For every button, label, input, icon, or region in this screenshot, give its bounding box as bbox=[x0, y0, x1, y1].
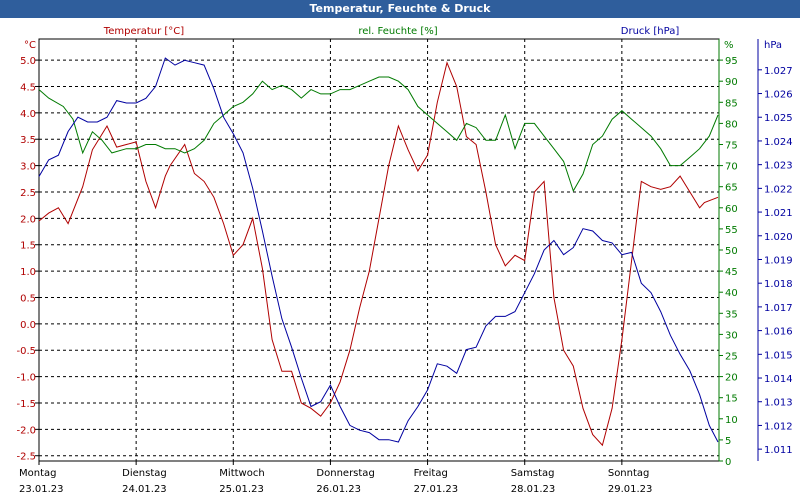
pressure-tick-label: 1.021 bbox=[764, 208, 793, 219]
pressure-tick-label: 1.020 bbox=[764, 232, 793, 243]
humidity-series-label: rel. Feuchte [%] bbox=[358, 26, 437, 37]
temperature-tick-label: 5.0 bbox=[20, 56, 36, 67]
humidity-tick-label: 90 bbox=[725, 77, 738, 88]
temperature-tick-label: 2.5 bbox=[20, 188, 36, 199]
pressure-unit-label: hPa bbox=[764, 40, 782, 51]
humidity-tick-label: 10 bbox=[725, 415, 738, 426]
temperature-tick-label: -2.5 bbox=[16, 452, 36, 463]
pressure-tick-label: 1.023 bbox=[764, 161, 793, 172]
day-label: Dienstag bbox=[122, 468, 167, 479]
temperature-tick-label: -1.0 bbox=[16, 373, 36, 384]
temperature-tick-label: 0.0 bbox=[20, 320, 36, 331]
day-label: Freitag bbox=[414, 468, 448, 479]
humidity-tick-label: 40 bbox=[725, 288, 738, 299]
date-label: 26.01.23 bbox=[316, 484, 361, 495]
date-label: 24.01.23 bbox=[122, 484, 167, 495]
pressure-tick-label: 1.019 bbox=[764, 255, 793, 266]
temperature-tick-label: 0.5 bbox=[20, 293, 36, 304]
pressure-series-line bbox=[38, 57, 719, 443]
day-label: Montag bbox=[19, 468, 56, 479]
pressure-tick-label: 1.016 bbox=[764, 327, 793, 338]
day-label: Mittwoch bbox=[219, 468, 264, 479]
temperature-tick-label: -0.5 bbox=[16, 346, 36, 357]
humidity-tick-label: 85 bbox=[725, 98, 738, 109]
temperature-tick-label: -2.0 bbox=[16, 425, 36, 436]
plot-area bbox=[38, 38, 720, 462]
humidity-tick-label: 55 bbox=[725, 225, 738, 236]
temperature-tick-label: 3.0 bbox=[20, 162, 36, 173]
axis-titles: °C Temperatur [°C] rel. Feuchte [%] % Dr… bbox=[24, 26, 782, 51]
temperature-series-line bbox=[38, 61, 719, 447]
temperature-tick-label: 4.5 bbox=[20, 82, 36, 93]
humidity-tick-label: 20 bbox=[725, 373, 738, 384]
humidity-tick-label: 75 bbox=[725, 141, 738, 152]
humidity-tick-label: 70 bbox=[725, 162, 738, 173]
temperature-tick-label: 4.0 bbox=[20, 109, 36, 120]
grid-lines bbox=[39, 39, 719, 461]
date-label: 28.01.23 bbox=[511, 484, 556, 495]
humidity-tick-label: 5 bbox=[725, 436, 731, 447]
chart-canvas: 5.0 4.5 4.0 3.5 3.0 2.5 2.0 1.5 1.0 0.5 0.0 -0.5 -1.… bbox=[16, 26, 793, 495]
humidity-unit-label: % bbox=[724, 40, 734, 51]
humidity-tick-label: 80 bbox=[725, 119, 738, 130]
pressure-tick-label: 1.013 bbox=[764, 398, 793, 409]
humidity-tick-label: 65 bbox=[725, 183, 738, 194]
humidity-tick-label: 95 bbox=[725, 56, 738, 67]
humidity-tick-label: 35 bbox=[725, 309, 738, 320]
humidity-tick-label: 15 bbox=[725, 394, 738, 405]
pressure-tick-label: 1.022 bbox=[764, 184, 793, 195]
pressure-tick-label: 1.024 bbox=[764, 137, 793, 148]
date-label: 25.01.23 bbox=[219, 484, 264, 495]
humidity-tick-label: 45 bbox=[725, 267, 738, 278]
pressure-axis: 1.027 1.026 1.025 1.024 1.023 1.022 1.021 1.020… bbox=[757, 39, 793, 461]
plot-border bbox=[38, 38, 720, 462]
humidity-tick-label: 0 bbox=[725, 457, 731, 468]
temperature-tick-label: -1.5 bbox=[16, 399, 36, 410]
pressure-tick-label: 1.012 bbox=[764, 421, 793, 432]
pressure-series-label: Druck [hPa] bbox=[621, 26, 680, 37]
date-label: 23.01.23 bbox=[19, 484, 64, 495]
humidity-series-line bbox=[38, 76, 719, 193]
day-label: Sonntag bbox=[608, 468, 650, 479]
pressure-tick-label: 1.011 bbox=[764, 445, 793, 456]
pressure-tick-label: 1.025 bbox=[764, 113, 793, 124]
chart-title: Temperatur, Feuchte & Druck bbox=[0, 0, 800, 18]
date-label: 27.01.23 bbox=[414, 484, 459, 495]
pressure-tick-label: 1.017 bbox=[764, 303, 793, 314]
temperature-tick-label: 3.5 bbox=[20, 135, 36, 146]
temperature-tick-label: 1.5 bbox=[20, 241, 36, 252]
day-label: Donnerstag bbox=[316, 468, 374, 479]
temperature-tick-label: 2.0 bbox=[20, 214, 36, 225]
humidity-tick-label: 30 bbox=[725, 330, 738, 341]
pressure-tick-label: 1.026 bbox=[764, 90, 793, 101]
pressure-tick-label: 1.015 bbox=[764, 350, 793, 361]
temperature-unit-label: °C bbox=[24, 40, 36, 51]
time-axis: Montag 23.01.23 Dienstag 24.01.23 Mittwoch 25… bbox=[19, 461, 652, 495]
pressure-tick-label: 1.018 bbox=[764, 279, 793, 290]
humidity-tick-label: 50 bbox=[725, 246, 738, 257]
humidity-tick-label: 60 bbox=[725, 204, 738, 215]
temperature-tick-label: 1.0 bbox=[20, 267, 36, 278]
series-layer bbox=[38, 57, 719, 447]
temperature-axis: 5.0 4.5 4.0 3.5 3.0 2.5 2.0 1.5 1.0 0.5 0.0 -0.5 -1.… bbox=[16, 56, 39, 463]
date-label: 29.01.23 bbox=[608, 484, 653, 495]
day-label: Samstag bbox=[511, 468, 555, 479]
humidity-tick-label: 25 bbox=[725, 352, 738, 363]
pressure-tick-label: 1.027 bbox=[764, 66, 793, 77]
pressure-tick-label: 1.014 bbox=[764, 374, 793, 385]
temperature-series-label: Temperatur [°C] bbox=[103, 26, 184, 37]
